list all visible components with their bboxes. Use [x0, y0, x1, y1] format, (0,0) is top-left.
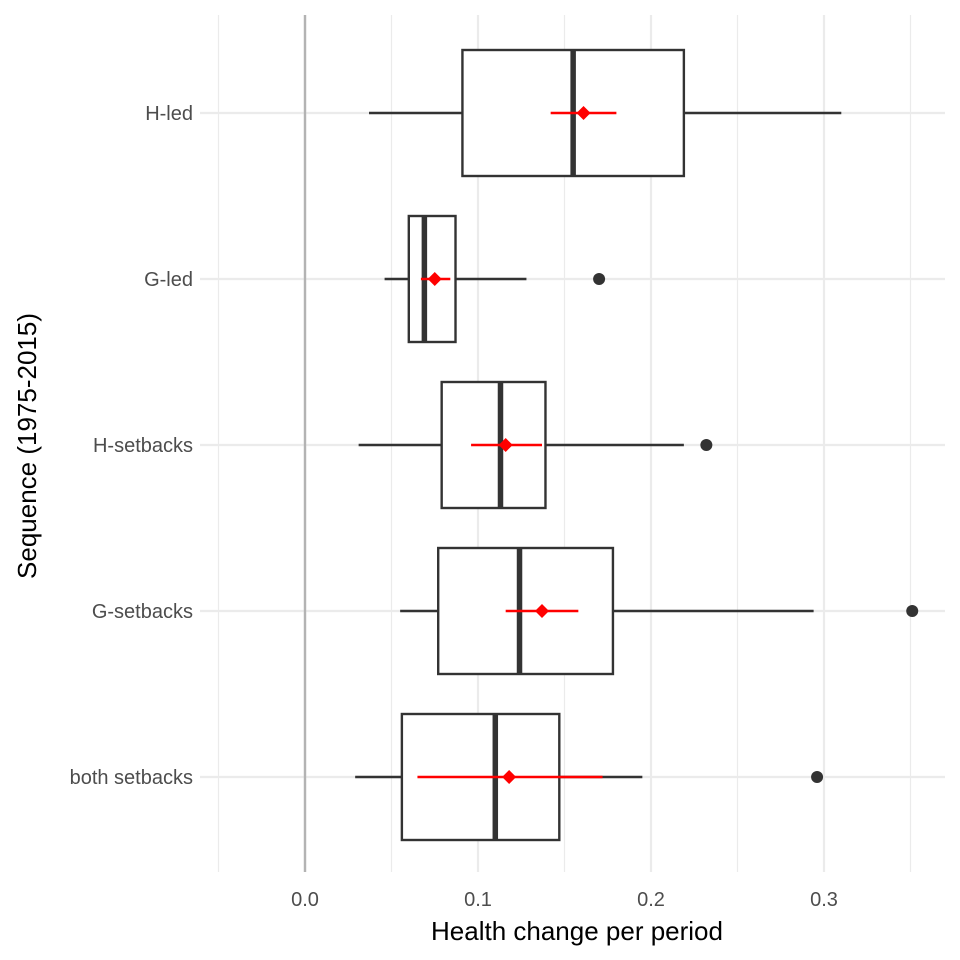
box-group	[369, 48, 842, 178]
y-tick-label: G-led	[144, 269, 193, 291]
outlier-point	[811, 771, 824, 783]
y-tick-label: H-setbacks	[93, 435, 193, 457]
outlier-point	[906, 605, 919, 617]
box-group	[400, 546, 919, 676]
mean-marker	[498, 438, 513, 452]
box-series	[355, 48, 919, 842]
y-tick-label: H-led	[145, 103, 193, 125]
box-group	[384, 214, 606, 344]
outlier-point	[593, 273, 606, 285]
box-group	[355, 712, 824, 842]
mean-marker	[535, 604, 550, 618]
x-tick-label: 0.0	[291, 889, 319, 911]
box-group	[358, 380, 713, 510]
y-axis-title: Sequence (1975-2015)	[12, 313, 42, 579]
x-tick-label: 0.3	[810, 889, 838, 911]
x-axis-tick-labels: 0.0 0.1 0.2 0.3	[291, 889, 838, 911]
outlier-point	[700, 439, 713, 451]
y-tick-label: both setbacks	[70, 767, 193, 789]
mean-marker	[427, 272, 442, 286]
y-tick-label: G-setbacks	[92, 601, 193, 623]
mean-marker	[502, 770, 517, 784]
mean-marker	[576, 106, 591, 120]
y-axis-tick-labels: H-led G-led H-setbacks G-setbacks both setba…	[70, 103, 193, 789]
x-tick-label: 0.1	[464, 889, 492, 911]
x-axis-title: Health change per period	[431, 916, 723, 946]
x-tick-label: 0.2	[637, 889, 665, 911]
